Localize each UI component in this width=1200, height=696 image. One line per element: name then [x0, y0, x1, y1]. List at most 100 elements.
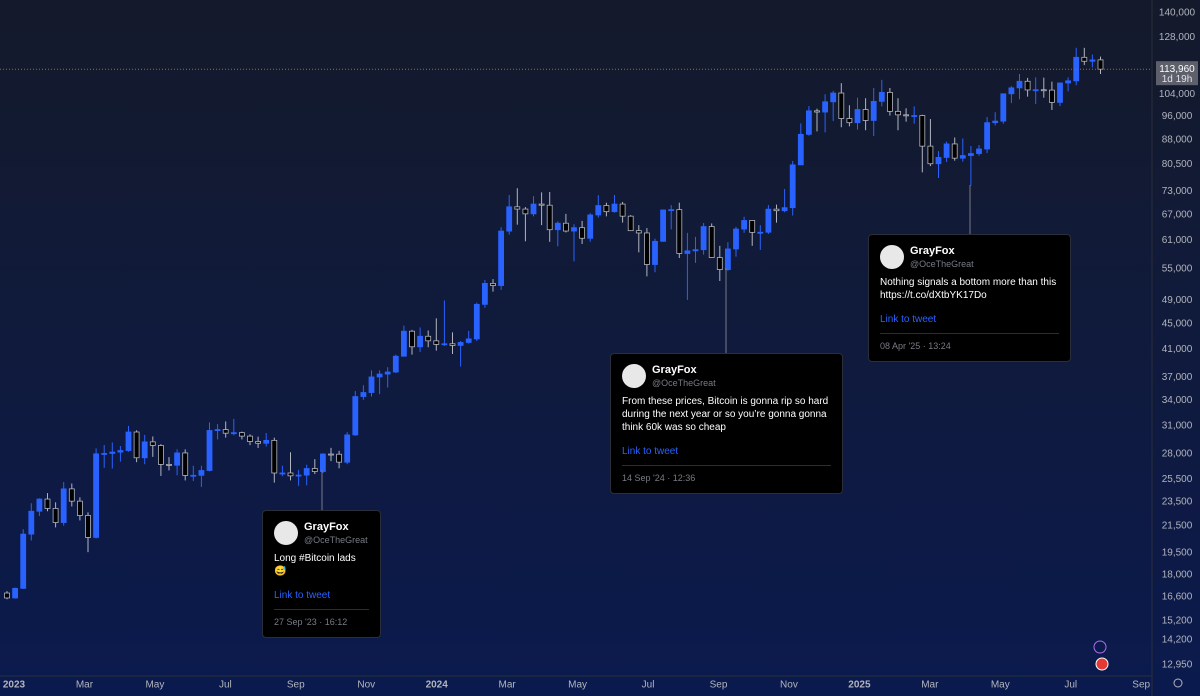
y-tick-label: 49,000: [1162, 295, 1193, 306]
candle-body: [878, 91, 885, 102]
price-label: 113,960: [1159, 64, 1195, 75]
tweet-text: Nothing signals a bottom more than this …: [880, 277, 1057, 301]
indicator-icon[interactable]: [1093, 640, 1107, 654]
candle-body: [789, 164, 796, 209]
candle-body: [895, 110, 901, 116]
candle-body: [538, 203, 545, 206]
candle-body: [1000, 93, 1007, 122]
card-head: GrayFox @OceTheGreat: [274, 521, 369, 545]
candle-body: [684, 250, 691, 254]
candle-body: [295, 474, 302, 477]
price-box: [1156, 61, 1198, 86]
candle-body: [644, 232, 650, 265]
candle-body: [814, 110, 820, 113]
candle-body: [230, 432, 237, 435]
x-tick-label: Nov: [780, 680, 798, 691]
candle-body: [214, 429, 221, 431]
candle-body: [984, 122, 990, 150]
candle-body: [765, 208, 772, 233]
candle-body: [20, 533, 27, 589]
candle-body: [1032, 89, 1039, 92]
candle-body: [733, 228, 739, 250]
candle-body: [619, 203, 626, 217]
candle-body: [28, 510, 35, 535]
flag-icon[interactable]: [1095, 657, 1109, 671]
candle-body: [133, 431, 140, 459]
candle-body: [206, 430, 213, 471]
candle-body: [44, 498, 51, 509]
candle-body: [303, 468, 310, 476]
x-tick-label: 2025: [848, 680, 871, 691]
candle-body: [425, 335, 432, 342]
candle-body: [198, 470, 205, 476]
tweet-link[interactable]: Link to tweet: [622, 446, 679, 457]
candle-body: [781, 207, 788, 212]
y-tick-label: 31,000: [1162, 420, 1193, 431]
candle-body: [319, 453, 326, 472]
candle-body: [392, 355, 399, 373]
y-tick-label: 80,500: [1162, 159, 1193, 170]
candle-body: [255, 441, 262, 444]
candle-body: [328, 453, 334, 456]
tweet-link[interactable]: Link to tweet: [880, 314, 937, 325]
candle-body: [400, 330, 407, 357]
candle-body: [522, 208, 529, 215]
candle-body: [951, 143, 958, 159]
tweet-date: 08 Apr '25 · 13:24: [880, 333, 1059, 351]
candle-body: [1097, 59, 1104, 70]
candle-body: [344, 434, 351, 463]
candle-body: [806, 110, 812, 135]
candle-body: [854, 109, 861, 124]
candle-body: [968, 153, 974, 156]
x-tick-label: May: [568, 680, 587, 691]
y-tick-label: 61,000: [1162, 235, 1193, 246]
candle-body: [238, 432, 245, 437]
x-tick-label: Jul: [219, 680, 232, 691]
candle-body: [959, 155, 966, 159]
candle-body: [279, 472, 286, 475]
candle-body: [708, 226, 715, 258]
candle-body: [635, 230, 642, 234]
y-tick-label: 12,950: [1162, 660, 1193, 671]
tweet-link[interactable]: Link to tweet: [274, 590, 331, 601]
candle-body: [311, 468, 318, 472]
candle-body: [830, 92, 837, 103]
x-tick-label: Sep: [710, 680, 728, 691]
candle-body: [109, 451, 116, 454]
candle-body: [157, 445, 164, 465]
candle-body: [68, 488, 75, 502]
y-tick-label: 128,000: [1159, 32, 1196, 43]
candle-body: [433, 340, 440, 345]
candle-body: [700, 226, 707, 251]
candle-body: [1073, 56, 1080, 82]
candle-body: [490, 283, 496, 286]
candle-body: [862, 109, 869, 121]
candle-body: [336, 453, 343, 463]
candle-body: [222, 429, 229, 434]
y-tick-label: 14,200: [1162, 634, 1193, 645]
candle-body: [797, 133, 804, 166]
candle-body: [571, 227, 577, 232]
settings-icon[interactable]: [1173, 678, 1183, 688]
y-tick-label: 16,600: [1162, 592, 1193, 603]
candle-body: [481, 283, 488, 305]
y-tick-label: 140,000: [1159, 7, 1196, 18]
tweet-card: GrayFox @OceTheGreat From these prices, Bi…: [610, 353, 843, 494]
x-tick-label: Jul: [642, 680, 655, 691]
candle-body: [1024, 80, 1031, 91]
candle-body: [498, 230, 505, 286]
candle-body: [52, 508, 59, 523]
x-tick-label: Sep: [1132, 680, 1150, 691]
author: GrayFox: [304, 521, 349, 533]
x-tick-label: Sep: [287, 680, 305, 691]
y-tick-label: 45,000: [1162, 318, 1193, 329]
tweet-text: From these prices, Bitcoin is gonna rip …: [622, 396, 829, 433]
countdown: 1d 19h: [1162, 74, 1193, 85]
y-tick-label: 37,000: [1162, 372, 1193, 383]
handle: @OceTheGreat: [304, 535, 368, 545]
x-tick-label: 2024: [426, 680, 449, 691]
candle-body: [911, 115, 918, 117]
candle-body: [376, 373, 383, 378]
candle-body: [117, 450, 124, 453]
x-tick-label: Nov: [357, 680, 375, 691]
